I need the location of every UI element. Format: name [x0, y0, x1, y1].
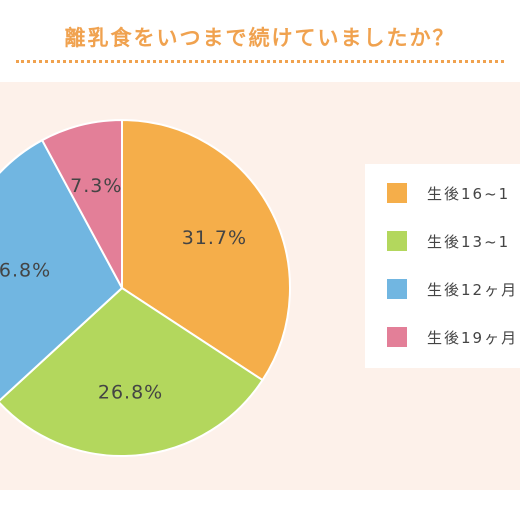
- pie-slice: [0, 286, 264, 457]
- pie-slice: [0, 138, 124, 402]
- legend-item: 生後16~1: [387, 182, 510, 204]
- legend-item: 生後13~1: [387, 230, 510, 252]
- legend-label: 生後16~1: [427, 184, 511, 203]
- legend-swatch: [387, 327, 407, 347]
- title-dotted-divider: [16, 60, 504, 63]
- legend-label: 生後13~1: [427, 232, 511, 251]
- legend-item: 生後19ヶ月: [387, 326, 518, 348]
- legend-label: 生後19ヶ月: [427, 328, 519, 347]
- slice-label: 26.8%: [98, 382, 163, 404]
- legend-swatch: [387, 183, 407, 203]
- pie-slice: [40, 118, 123, 289]
- legend: 生後16~1 生後13~1 生後12ヶ月 生後19ヶ月: [365, 164, 520, 368]
- legend-item: 生後12ヶ月: [387, 278, 518, 300]
- slice-label: 31.7%: [182, 227, 247, 249]
- legend-swatch: [387, 231, 407, 251]
- legend-swatch: [387, 279, 407, 299]
- legend-label: 生後12ヶ月: [427, 280, 519, 299]
- slice-label: 26.8%: [0, 260, 51, 282]
- slice-label: 7.3%: [70, 175, 122, 197]
- chart-title: 離乳食をいつまで続けていましたか？: [64, 26, 456, 50]
